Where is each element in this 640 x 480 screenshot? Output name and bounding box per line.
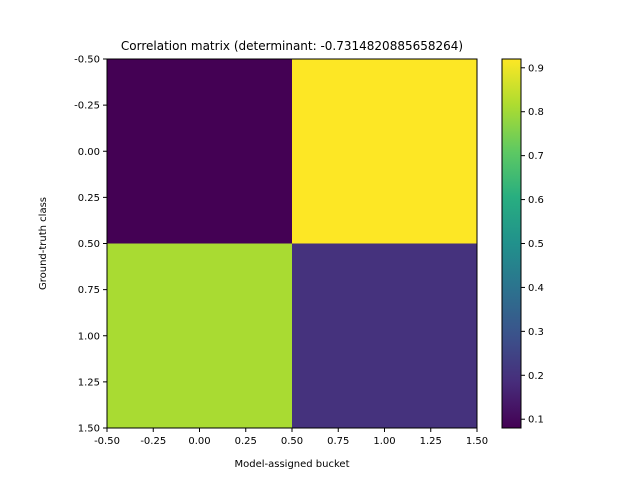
colorbar-tick-label-1: 0.2 bbox=[528, 371, 544, 382]
chart-title: Correlation matrix (determinant: -0.7314… bbox=[121, 39, 463, 53]
colorbar-tick-label-3: 0.4 bbox=[528, 283, 544, 294]
colorbar-tick-label-8: 0.9 bbox=[528, 63, 544, 74]
x-tick-label-5: 0.75 bbox=[327, 436, 349, 447]
colorbar-tick-label-6: 0.7 bbox=[528, 151, 544, 162]
y-tick-label-4: 0.50 bbox=[78, 239, 100, 250]
x-tick-label-0: -0.50 bbox=[94, 436, 120, 447]
colorbar-tick-label-0: 0.1 bbox=[528, 415, 544, 426]
y-axis-label: Ground-truth class bbox=[38, 197, 49, 290]
x-tick-label-4: 0.50 bbox=[281, 436, 303, 447]
x-tick-label-8: 1.50 bbox=[466, 436, 488, 447]
colorbar-tick-label-2: 0.3 bbox=[528, 327, 544, 338]
heatmap-cell-0-0 bbox=[107, 59, 292, 244]
y-tick-label-0: -0.50 bbox=[74, 55, 100, 66]
heatmap-cell-0-1 bbox=[292, 59, 477, 244]
colorbar bbox=[501, 58, 522, 429]
y-tick-label-1: -0.25 bbox=[74, 101, 100, 112]
y-tick-label-7: 1.25 bbox=[78, 377, 100, 388]
x-tick-label-3: 0.25 bbox=[235, 436, 257, 447]
heatmap-cell-1-0 bbox=[107, 243, 292, 428]
colorbar-ticks: 0.1 0.2 0.3 0.4 0.5 0.6 0.7 0.8 0.9 bbox=[521, 63, 544, 426]
x-tick-label-1: -0.25 bbox=[140, 436, 166, 447]
heatmap-cells bbox=[107, 59, 477, 428]
x-tick-label-2: 0.00 bbox=[188, 436, 210, 447]
x-tick-label-7: 1.25 bbox=[420, 436, 442, 447]
colorbar-tick-label-4: 0.5 bbox=[528, 239, 544, 250]
y-tick-label-3: 0.25 bbox=[78, 193, 100, 204]
heatmap-cell-1-1 bbox=[292, 243, 477, 428]
y-tick-label-6: 1.00 bbox=[78, 331, 100, 342]
x-axis-label: Model-assigned bucket bbox=[234, 459, 349, 470]
x-tick-label-6: 1.00 bbox=[373, 436, 395, 447]
colorbar-tick-label-7: 0.8 bbox=[528, 107, 544, 118]
colorbar-tick-label-5: 0.6 bbox=[528, 195, 544, 206]
y-tick-label-5: 0.75 bbox=[78, 285, 100, 296]
x-axis-ticks: -0.50 -0.25 0.00 0.25 0.50 0.75 1.00 1.25 1.50 bbox=[94, 428, 488, 447]
y-axis-ticks: -0.50 -0.25 0.00 0.25 0.50 0.75 1.00 1.25 1.50 bbox=[74, 55, 107, 435]
y-tick-label-2: 0.00 bbox=[78, 147, 100, 158]
y-tick-label-8: 1.50 bbox=[78, 424, 100, 435]
